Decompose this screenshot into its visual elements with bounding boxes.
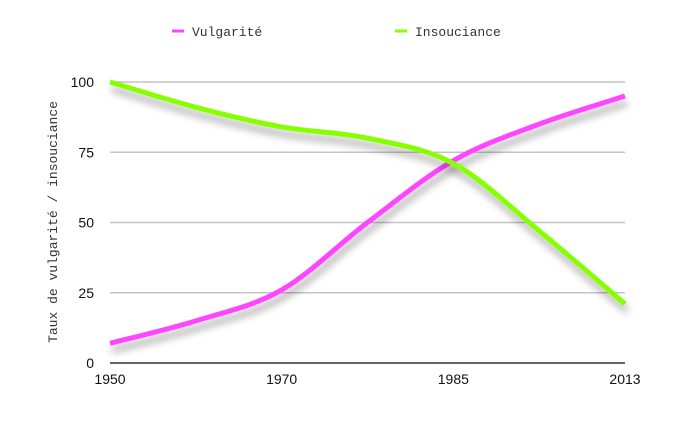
series-line-vulgarité <box>109 93 626 346</box>
y-tick-label: 25 <box>78 285 94 301</box>
y-tick-label: 50 <box>78 215 94 231</box>
y-tick-label: 100 <box>71 74 95 90</box>
x-axis: 1950 1970 1985 2013 <box>94 371 640 387</box>
y-axis-label: Taux de vulgarité / insouciance <box>46 101 61 343</box>
y-tick-label: 0 <box>86 355 94 371</box>
legend: Vulgarité Insouciance <box>172 25 501 40</box>
x-tick-label: 1985 <box>438 371 469 387</box>
y-axis: 0 25 50 75 100 <box>71 74 95 371</box>
x-tick-label: 1970 <box>266 371 297 387</box>
series-group <box>109 79 627 346</box>
legend-label: Vulgarité <box>192 25 262 40</box>
legend-label: Insouciance <box>415 25 501 40</box>
series-line-insouciance <box>109 79 627 306</box>
x-tick-label: 1950 <box>94 371 125 387</box>
x-tick-label: 2013 <box>609 371 640 387</box>
y-tick-label: 75 <box>78 144 94 160</box>
